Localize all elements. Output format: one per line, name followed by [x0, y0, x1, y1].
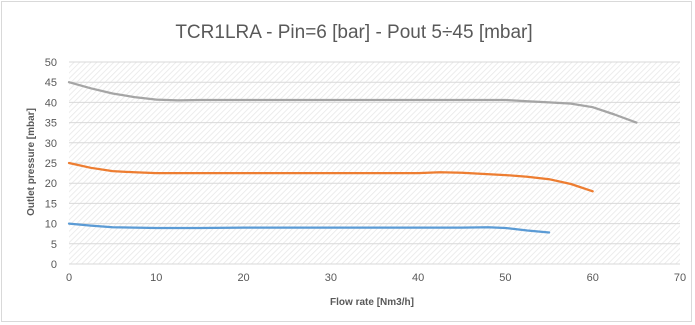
y-tick-label: 35 — [45, 118, 57, 130]
y-tick-label: 0 — [51, 259, 57, 271]
series-line-2 — [67, 222, 551, 234]
y-axis-title: Outlet pressure [mbar] — [26, 108, 37, 216]
y-tick-label: 25 — [45, 158, 57, 170]
y-tick-label: 20 — [45, 178, 57, 190]
series-lines — [67, 81, 638, 234]
x-tick-label: 10 — [150, 272, 162, 284]
y-tick-label: 45 — [45, 77, 57, 89]
x-tick-label: 60 — [587, 272, 599, 284]
x-tick-label: 0 — [66, 272, 72, 284]
y-tick-label: 10 — [45, 219, 57, 231]
x-tick-label: 50 — [499, 272, 511, 284]
series-line-0 — [67, 81, 638, 124]
x-tick-label: 70 — [674, 272, 686, 284]
y-tick-label: 50 — [45, 57, 57, 69]
x-tick-label: 20 — [237, 272, 249, 284]
y-tick-label: 15 — [45, 198, 57, 210]
gridlines — [69, 61, 680, 265]
y-tick-label: 30 — [45, 138, 57, 150]
chart-title: TCR1LRA - Pin=6 [bar] - Pout 5÷45 [mbar] — [175, 22, 532, 43]
y-axis-ticks: 0 5 10 15 20 25 30 35 40 45 50 — [45, 57, 57, 271]
y-tick-label: 5 — [51, 239, 57, 251]
x-tick-label: 30 — [325, 272, 337, 284]
series-line-1 — [67, 161, 594, 193]
x-tick-label: 40 — [412, 272, 424, 284]
y-tick-label: 40 — [45, 97, 57, 109]
x-axis-ticks: 0 10 20 30 40 50 60 70 — [66, 272, 686, 284]
x-axis-title: Flow rate [Nm3/h] — [330, 297, 414, 308]
